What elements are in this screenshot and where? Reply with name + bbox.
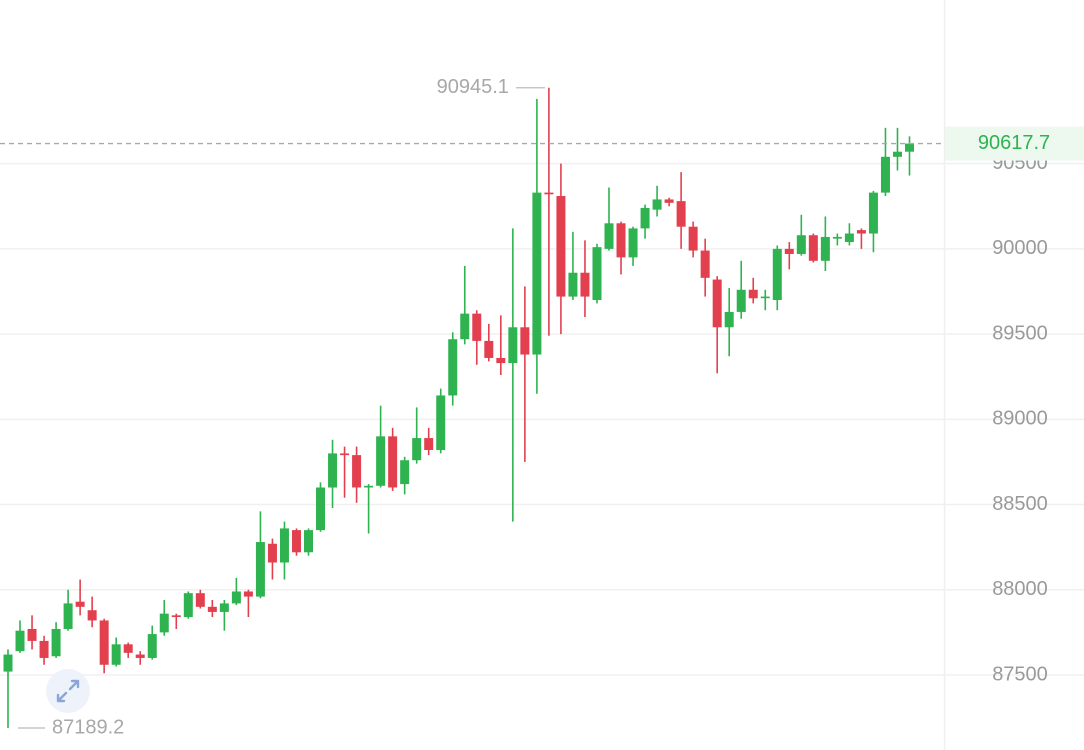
candle-body	[508, 327, 518, 364]
candle-body	[243, 591, 253, 597]
candle-body	[436, 395, 446, 450]
candle-body	[3, 654, 13, 672]
candle-body	[27, 628, 37, 641]
candle-body	[171, 615, 181, 618]
candle-body	[99, 620, 109, 665]
candle-body	[736, 289, 746, 312]
candle-body	[652, 199, 662, 210]
candle-body	[340, 453, 350, 456]
candle-body	[880, 156, 890, 193]
candle-body	[580, 272, 590, 297]
candle-body	[496, 357, 506, 364]
candle-body	[856, 230, 866, 234]
y-tick-label: 89500	[992, 322, 1048, 344]
candle-body	[796, 235, 806, 254]
candle-body	[159, 613, 169, 633]
candle-body	[844, 233, 854, 243]
candle-body	[520, 327, 530, 355]
candle-body	[868, 192, 878, 234]
candle-body	[472, 313, 482, 341]
candle-body	[820, 236, 830, 261]
candle-body	[207, 606, 217, 612]
candle-body	[760, 296, 770, 299]
candle-body	[724, 311, 734, 328]
candle-body	[616, 223, 626, 258]
candle-body	[688, 226, 698, 251]
candle-body	[123, 644, 133, 653]
candle-body	[784, 248, 794, 254]
candle-body	[400, 460, 410, 485]
y-tick-label: 87500	[992, 663, 1048, 685]
candle-body	[51, 628, 61, 657]
candle-body	[195, 593, 205, 607]
annotations: 90945.1 87189.2 90617.7	[0, 76, 1084, 738]
candle-body	[291, 530, 301, 553]
expand-button[interactable]	[46, 669, 90, 713]
candle-body	[676, 201, 686, 227]
candle-body	[532, 192, 542, 355]
candle-body	[328, 453, 338, 488]
candle-body	[700, 250, 710, 278]
candle-body	[460, 313, 470, 340]
candle-body	[628, 228, 638, 258]
candle-body	[448, 339, 458, 396]
candle-body	[267, 543, 277, 563]
candle-body	[15, 630, 25, 652]
candle-body	[664, 199, 674, 203]
candle-body	[87, 610, 97, 621]
candle-body	[424, 438, 434, 450]
candle-body	[592, 247, 602, 300]
candle-body	[316, 487, 326, 531]
candle-body	[255, 542, 265, 597]
candle-body	[111, 644, 121, 665]
candle-body	[279, 528, 289, 563]
candle-body	[556, 196, 566, 297]
candle-body	[231, 591, 241, 604]
y-tick-label: 88500	[992, 493, 1048, 515]
candle-body	[640, 207, 650, 229]
min-label: 87189.2	[52, 716, 124, 738]
candle-body	[892, 151, 902, 157]
candle-body	[568, 272, 578, 297]
candle-body	[183, 593, 193, 618]
candle-body	[388, 436, 398, 488]
candle-body	[748, 289, 758, 299]
candle-body	[147, 634, 157, 658]
candle-body	[63, 603, 73, 629]
candle-body	[135, 654, 145, 658]
candle-body	[39, 640, 49, 658]
last-price-label: 90617.7	[978, 132, 1050, 154]
candle-body	[219, 603, 229, 612]
candle-body	[364, 485, 374, 488]
candle-body	[772, 248, 782, 300]
candle-body	[75, 601, 85, 607]
candle-body	[808, 235, 818, 261]
candle-body	[484, 340, 494, 358]
last-price-box	[945, 126, 1084, 161]
candle-body	[304, 530, 313, 553]
candle-body	[604, 223, 614, 249]
y-tick-label: 89000	[992, 408, 1048, 430]
candle-body	[712, 279, 722, 328]
candle-body	[832, 236, 842, 239]
candle-body	[412, 438, 422, 461]
candles	[3, 87, 914, 728]
y-tick-label: 90000	[992, 237, 1048, 259]
candle-body	[376, 436, 386, 486]
candle-body	[352, 455, 362, 488]
candle-body	[544, 192, 554, 195]
max-label: 90945.1	[437, 76, 509, 98]
candle-body	[905, 143, 914, 152]
y-tick-label: 88000	[992, 578, 1048, 600]
